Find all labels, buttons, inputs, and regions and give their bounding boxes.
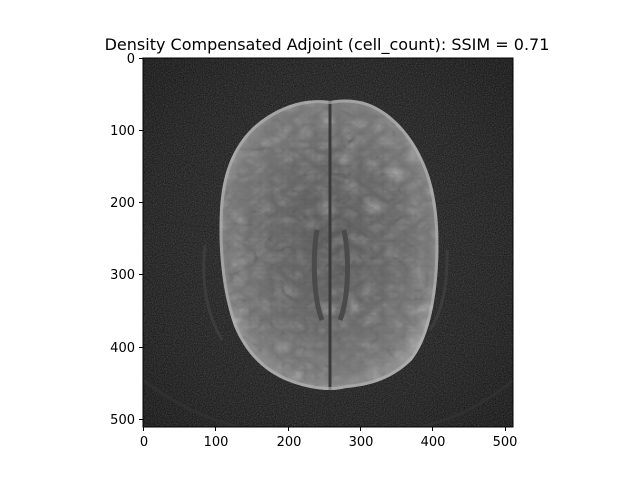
y-axis: 0 100 200 300 400 500	[110, 52, 143, 428]
y-tick-label: 400	[110, 341, 135, 356]
y-tick-label: 500	[110, 413, 135, 428]
y-tick-label: 300	[110, 268, 135, 283]
lower-arc	[143, 378, 241, 427]
x-tick-label: 300	[349, 435, 374, 450]
y-tick-label: 200	[110, 196, 135, 211]
x-tick-label: 500	[493, 435, 518, 450]
x-tick-label: 200	[277, 435, 302, 450]
skull-outline-right	[428, 249, 449, 331]
y-tick-label: 100	[110, 124, 135, 139]
x-tick-label: 400	[421, 435, 446, 450]
x-axis: 0 100 200 300 400 500	[140, 427, 518, 450]
lower-arc-right	[419, 378, 513, 427]
axes-frame	[142, 57, 514, 428]
figure-title: Density Compensated Adjoint (cell_count)…	[105, 35, 550, 55]
y-tick-label: 0	[127, 52, 135, 67]
x-tick-label: 0	[140, 435, 148, 450]
x-tick-label: 100	[204, 435, 229, 450]
mri-image	[143, 58, 513, 427]
skull-outline	[202, 244, 224, 341]
